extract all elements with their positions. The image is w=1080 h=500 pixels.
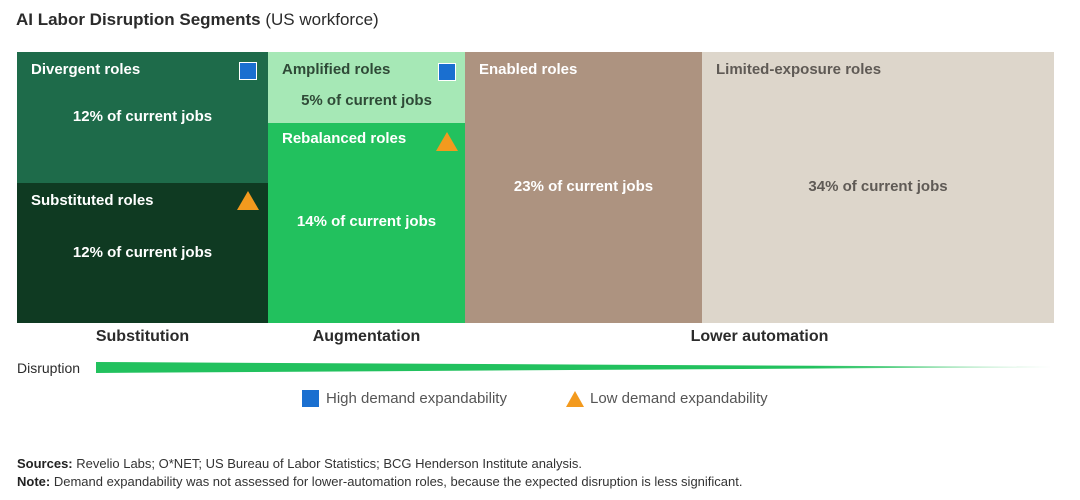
cell-enabled-roles: Enabled roles 23% of current jobs: [465, 52, 702, 323]
high-demand-square-icon: [239, 62, 257, 80]
disruption-gradient-bar: [96, 362, 1052, 373]
chart-title: AI Labor Disruption Segments (US workfor…: [16, 10, 379, 29]
legend-label: Low demand expandability: [590, 390, 768, 407]
cell-label: Rebalanced roles: [282, 130, 407, 147]
disruption-axis-label: Disruption: [17, 360, 81, 376]
cell-label: Substituted roles: [31, 192, 154, 209]
segment-label-substitution: Substitution: [95, 328, 190, 345]
cell-divergent-roles: Divergent roles 12% of current jobs: [17, 52, 268, 183]
high-demand-square-icon: [438, 63, 456, 81]
legend-square-icon: [302, 390, 319, 407]
cell-value-label: 14% of current jobs: [296, 213, 437, 230]
legend-item-high-demand: High demand expandability: [302, 390, 507, 407]
cell-value-label: 12% of current jobs: [72, 108, 213, 125]
low-demand-triangle-icon: [237, 191, 259, 210]
legend-item-low-demand: Low demand expandability: [566, 390, 768, 407]
sources-footnote: Sources: Revelio Labs; O*NET; US Bureau …: [17, 456, 583, 471]
cell-label: Enabled roles: [479, 61, 578, 78]
cell-label: Divergent roles: [31, 61, 141, 78]
cell-value-label: 34% of current jobs: [808, 178, 948, 195]
segment-label-lower-automation: Lower automation: [690, 328, 829, 345]
cell-value-label: 12% of current jobs: [72, 244, 213, 261]
cell-value-label: 5% of current jobs: [301, 92, 432, 109]
cell-value-label: 23% of current jobs: [513, 178, 654, 195]
note-footnote: Note: Demand expandability was not asses…: [17, 474, 743, 489]
cell-amplified-roles: Amplified roles 5% of current jobs: [268, 52, 465, 123]
cell-label: Amplified roles: [282, 61, 391, 78]
cell-limited-exposure-roles: Limited-exposure roles 34% of current jo…: [702, 52, 1054, 323]
cell-label: Limited-exposure roles: [716, 61, 882, 78]
legend-triangle-icon: [566, 390, 584, 407]
cell-substituted-roles: Substituted roles 12% of current jobs: [17, 183, 268, 323]
legend-label: High demand expandability: [326, 390, 507, 407]
low-demand-triangle-icon: [436, 132, 458, 151]
cell-rebalanced-roles: Rebalanced roles 14% of current jobs: [268, 123, 465, 323]
segment-label-augmentation: Augmentation: [312, 328, 421, 345]
